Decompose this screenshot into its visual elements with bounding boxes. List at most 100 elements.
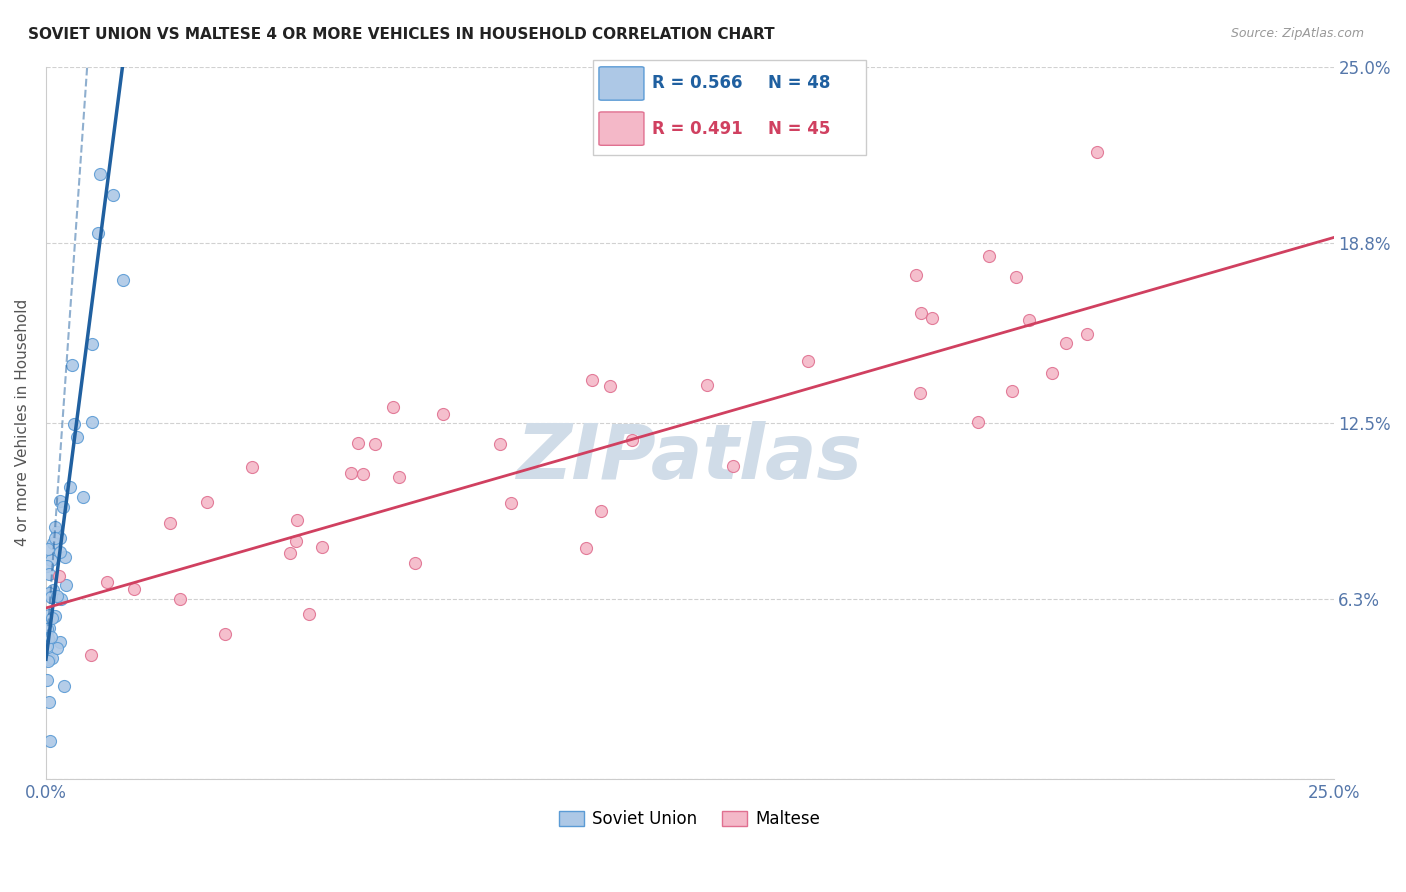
Point <box>404 556 426 570</box>
Point <box>48 569 70 583</box>
Point <box>620 434 643 448</box>
Point <box>38 652 60 666</box>
Text: N = 45: N = 45 <box>768 120 830 137</box>
Point <box>364 437 387 451</box>
Y-axis label: 4 or more Vehicles in Household: 4 or more Vehicles in Household <box>15 299 30 547</box>
Point <box>432 407 454 421</box>
Point <box>87 226 110 240</box>
Point <box>581 373 603 387</box>
Point <box>1018 313 1040 327</box>
Point <box>35 559 58 574</box>
Point <box>42 582 65 597</box>
Point <box>38 566 60 581</box>
Text: SOVIET UNION VS MALTESE 4 OR MORE VEHICLES IN HOUSEHOLD CORRELATION CHART: SOVIET UNION VS MALTESE 4 OR MORE VEHICL… <box>28 27 775 42</box>
Point <box>44 609 66 624</box>
Point <box>340 466 363 480</box>
Point <box>39 590 62 604</box>
Point <box>112 273 135 287</box>
Point <box>214 627 236 641</box>
Point <box>60 358 83 372</box>
Point <box>37 654 59 668</box>
Point <box>1004 269 1026 284</box>
Point <box>1054 335 1077 350</box>
Point <box>905 268 928 283</box>
Point <box>1076 327 1098 342</box>
Point <box>49 494 72 508</box>
Point <box>49 635 72 649</box>
Point <box>52 679 75 693</box>
Point <box>96 575 118 590</box>
Point <box>82 415 104 429</box>
Point <box>352 467 374 482</box>
Point <box>298 607 321 622</box>
Point <box>159 516 181 531</box>
Point <box>38 607 60 622</box>
Point <box>38 734 60 748</box>
Point <box>910 386 932 401</box>
Point <box>278 547 301 561</box>
FancyBboxPatch shape <box>599 67 644 100</box>
Point <box>49 545 72 559</box>
Point <box>382 400 405 414</box>
Point <box>1040 366 1063 380</box>
FancyBboxPatch shape <box>593 60 866 155</box>
Point <box>1085 145 1108 160</box>
Point <box>49 591 72 606</box>
Text: R = 0.491: R = 0.491 <box>652 120 744 137</box>
Point <box>53 549 76 564</box>
Point <box>38 621 60 635</box>
Point <box>46 524 69 539</box>
Point <box>38 585 60 599</box>
FancyBboxPatch shape <box>599 112 644 145</box>
Point <box>966 415 988 429</box>
Point <box>285 534 308 549</box>
Point <box>89 167 111 181</box>
Point <box>599 379 621 393</box>
Point <box>921 311 943 326</box>
Point <box>489 437 512 451</box>
Legend: Soviet Union, Maltese: Soviet Union, Maltese <box>553 804 827 835</box>
Point <box>66 430 89 444</box>
Text: Source: ZipAtlas.com: Source: ZipAtlas.com <box>1230 27 1364 40</box>
Point <box>44 531 66 545</box>
Point <box>575 541 598 556</box>
Point <box>62 417 84 431</box>
Point <box>49 531 72 545</box>
Point <box>287 513 309 527</box>
Point <box>55 578 77 592</box>
Point <box>72 490 94 504</box>
Point <box>52 500 75 514</box>
Point <box>59 480 82 494</box>
Point <box>37 631 59 645</box>
Point <box>979 249 1001 263</box>
Point <box>169 592 191 607</box>
Text: ZIPatlas: ZIPatlas <box>517 421 863 495</box>
Text: R = 0.566: R = 0.566 <box>652 75 742 93</box>
Point <box>35 622 58 636</box>
Point <box>35 639 58 653</box>
Point <box>696 377 718 392</box>
Text: N = 48: N = 48 <box>768 75 830 93</box>
Point <box>311 540 333 554</box>
Point <box>195 494 218 508</box>
Point <box>42 536 65 550</box>
Point <box>41 651 63 665</box>
Point <box>910 306 932 320</box>
Point <box>80 336 103 351</box>
Point <box>797 354 820 368</box>
Point <box>38 695 60 709</box>
Point <box>499 496 522 510</box>
Point <box>721 459 744 474</box>
Point <box>35 651 58 665</box>
Point <box>80 648 103 662</box>
Point <box>37 541 59 556</box>
Point <box>41 611 63 625</box>
Point <box>240 460 263 475</box>
Point <box>39 552 62 566</box>
Point <box>1001 384 1024 398</box>
Point <box>122 582 145 596</box>
Point <box>46 640 69 655</box>
Point <box>44 520 66 534</box>
Point <box>101 187 124 202</box>
Point <box>589 504 612 518</box>
